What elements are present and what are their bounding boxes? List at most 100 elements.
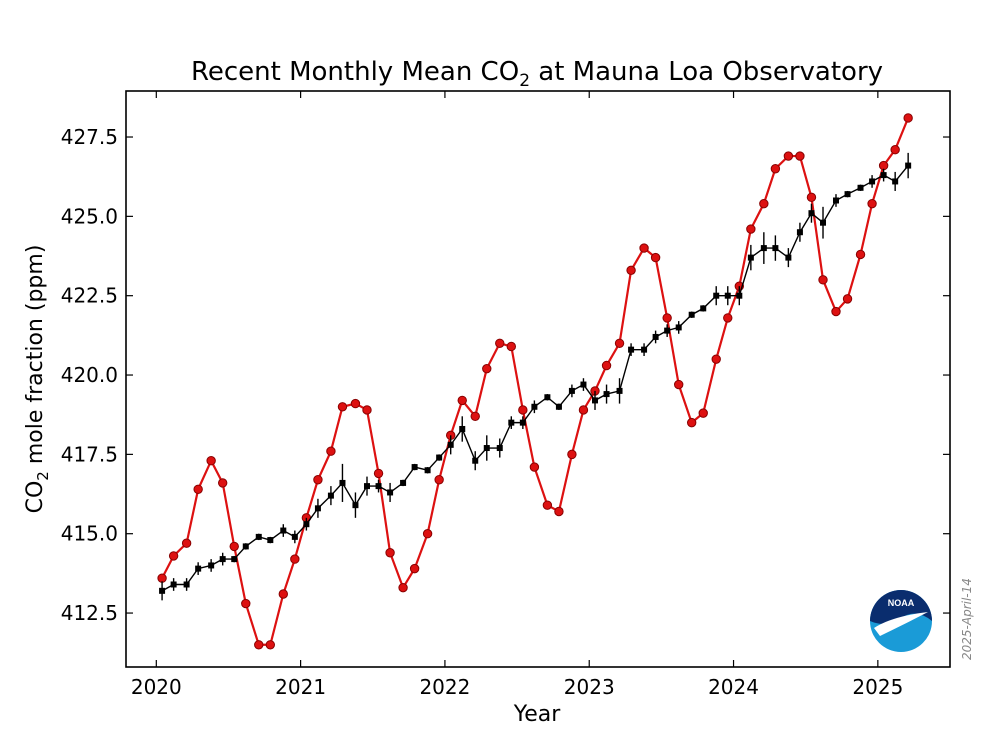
monthly-mean-point xyxy=(398,582,408,593)
seasonally-corrected-point xyxy=(592,397,599,404)
monthly-mean-point xyxy=(290,554,300,564)
y-tick-label: 422.5 xyxy=(61,284,118,308)
seasonally-corrected-point xyxy=(713,292,720,299)
seasonally-corrected-point xyxy=(424,467,431,474)
seasonally-corrected-point xyxy=(905,162,912,169)
seasonally-corrected-point xyxy=(880,172,887,179)
monthly-mean-point xyxy=(626,265,636,276)
monthly-mean-point xyxy=(350,398,361,409)
seasonally-corrected-point xyxy=(616,387,623,394)
x-tick-label: 2020 xyxy=(131,675,182,699)
monthly-mean-point xyxy=(422,529,433,539)
seasonally-corrected-point xyxy=(844,191,851,198)
monthly-mean-point xyxy=(157,573,167,583)
seasonally-corrected-point xyxy=(280,527,287,534)
monthly-mean-point xyxy=(686,417,697,428)
seasonally-corrected-point xyxy=(508,419,515,426)
monthly-mean-point xyxy=(650,252,661,263)
seasonally-corrected-point xyxy=(352,502,359,509)
x-tick-label: 2023 xyxy=(564,675,615,699)
seasonally-corrected-point xyxy=(736,292,743,299)
seasonally-corrected-point xyxy=(820,219,827,226)
monthly-mean-point xyxy=(831,306,841,317)
monthly-mean-point xyxy=(554,506,564,517)
y-tick-label: 415.0 xyxy=(61,522,118,546)
monthly-mean-point xyxy=(278,589,288,599)
monthly-mean-point xyxy=(842,294,853,304)
monthly-mean-point xyxy=(206,456,216,466)
seasonally-corrected-point xyxy=(255,533,262,540)
seasonally-corrected-point xyxy=(375,483,382,490)
seasonally-corrected-point xyxy=(387,489,394,496)
monthly-mean-point xyxy=(313,475,323,485)
x-tick-label: 2021 xyxy=(275,675,326,699)
date-stamp: 2025-April-14 xyxy=(960,578,974,660)
monthly-mean-point xyxy=(867,198,877,209)
monthly-mean-point xyxy=(890,145,900,155)
monthly-mean-point xyxy=(711,354,721,364)
seasonally-corrected-point xyxy=(832,197,839,204)
seasonally-corrected-point xyxy=(314,505,321,512)
seasonally-corrected-point xyxy=(496,445,503,452)
seasonally-corrected-point xyxy=(483,445,490,452)
seasonally-corrected-point xyxy=(785,254,792,261)
seasonally-corrected-point xyxy=(724,292,731,299)
seasonally-corrected-point xyxy=(436,454,443,461)
monthly-mean-point xyxy=(783,151,794,161)
seasonally-corrected-point xyxy=(747,254,754,261)
monthly-mean-point xyxy=(457,395,467,406)
chart-title: Recent Monthly Mean CO2 at Mauna Loa Obs… xyxy=(191,57,883,91)
monthly-mean-point xyxy=(662,313,672,323)
seasonally-corrected-point xyxy=(796,229,803,236)
monthly-mean-point xyxy=(855,249,866,260)
y-axis: 412.5 415.0 417.5 420.0 422.5 425.0 427.5 xyxy=(61,125,950,625)
seasonally-corrected-point xyxy=(459,425,466,432)
monthly-mean-point xyxy=(506,341,517,352)
seasonally-corrected-point xyxy=(580,381,587,388)
seasonally-corrected-point xyxy=(411,464,418,471)
monthly-mean-point xyxy=(241,598,251,609)
monthly-mean-point xyxy=(373,468,384,479)
monthly-mean-point xyxy=(746,224,756,234)
x-axis: 2020 2021 2022 2023 2024 2025 xyxy=(131,91,903,699)
y-tick-label: 425.0 xyxy=(61,204,118,228)
seasonally-corrected-point xyxy=(339,479,346,486)
seasonally-corrected-point xyxy=(519,419,526,426)
noaa-logo: NOAA xyxy=(870,590,932,652)
monthly-mean-point xyxy=(470,411,480,421)
monthly-mean-point xyxy=(434,475,444,485)
seasonally-corrected-point xyxy=(555,403,562,410)
seasonally-corrected-point xyxy=(183,581,190,588)
seasonally-corrected-point xyxy=(772,245,779,252)
seasonally-corrected-point xyxy=(675,324,682,331)
monthly-mean-point xyxy=(337,402,348,412)
seasonally-corrected-series xyxy=(159,152,912,601)
seasonally-corrected-point xyxy=(195,565,202,572)
monthly-mean-point xyxy=(385,548,395,558)
seasonally-corrected-point xyxy=(531,403,538,410)
seasonally-corrected-point xyxy=(808,210,815,217)
y-tick-label: 412.5 xyxy=(61,601,118,625)
monthly-mean-point xyxy=(217,478,228,488)
x-tick-label: 2024 xyxy=(708,675,759,699)
seasonally-corrected-point xyxy=(892,178,899,185)
monthly-mean-point xyxy=(168,551,179,561)
x-axis-title: Year xyxy=(513,702,562,727)
seasonally-corrected-point xyxy=(688,311,695,318)
monthly-mean-point xyxy=(409,563,420,574)
monthly-mean-point xyxy=(518,405,528,415)
seasonally-corrected-point xyxy=(472,457,479,464)
seasonally-corrected-point xyxy=(568,387,575,394)
seasonally-corrected-point xyxy=(400,479,407,486)
seasonally-corrected-point xyxy=(628,346,635,353)
seasonally-corrected-point xyxy=(652,333,659,340)
x-tick-label: 2022 xyxy=(419,675,470,699)
seasonally-corrected-point xyxy=(327,492,334,499)
seasonally-corrected-point xyxy=(242,543,249,550)
seasonally-corrected-point xyxy=(641,346,648,353)
noaa-logo-text: NOAA xyxy=(888,598,915,608)
plot-frame xyxy=(125,90,951,668)
monthly-mean-point xyxy=(254,640,264,650)
monthly-mean-point xyxy=(601,360,612,371)
